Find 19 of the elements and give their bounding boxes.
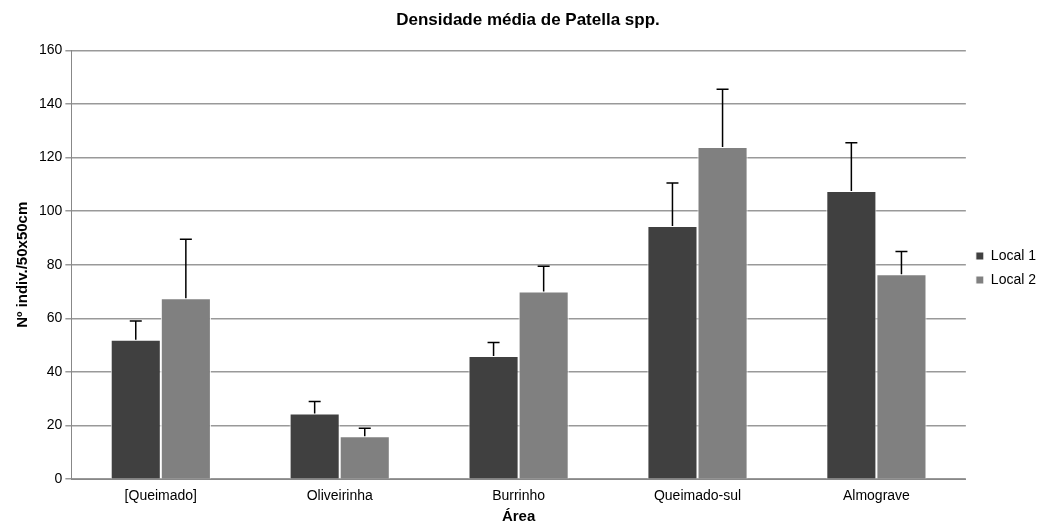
x-tick-label: Almograve bbox=[842, 487, 911, 504]
x-tick-label: Queimado-sul bbox=[653, 487, 742, 504]
chart-title: Densidade média de Patella spp. bbox=[396, 9, 660, 29]
y-tick-label: 140 bbox=[39, 94, 63, 111]
y-tick-label: 60 bbox=[46, 309, 63, 326]
x-tick-label: Burrinho bbox=[492, 487, 546, 504]
y-tick-label: 100 bbox=[39, 202, 63, 219]
y-tick-label: 80 bbox=[46, 255, 63, 272]
y-tick-label: 40 bbox=[46, 362, 63, 379]
legend-label: Local 1 bbox=[990, 246, 1037, 263]
x-axis-title: Área bbox=[501, 507, 536, 525]
x-tick-label: [Queimado] bbox=[124, 487, 197, 504]
legend-label: Local 2 bbox=[990, 270, 1037, 287]
x-tick-label: Oliveirinha bbox=[306, 487, 373, 504]
y-axis-title: Nº indiv./50x50cm bbox=[13, 201, 31, 328]
y-tick-label: 0 bbox=[54, 470, 63, 487]
y-tick-label: 20 bbox=[46, 416, 63, 433]
y-tick-label: 160 bbox=[39, 41, 63, 58]
y-tick-label: 120 bbox=[39, 148, 63, 165]
